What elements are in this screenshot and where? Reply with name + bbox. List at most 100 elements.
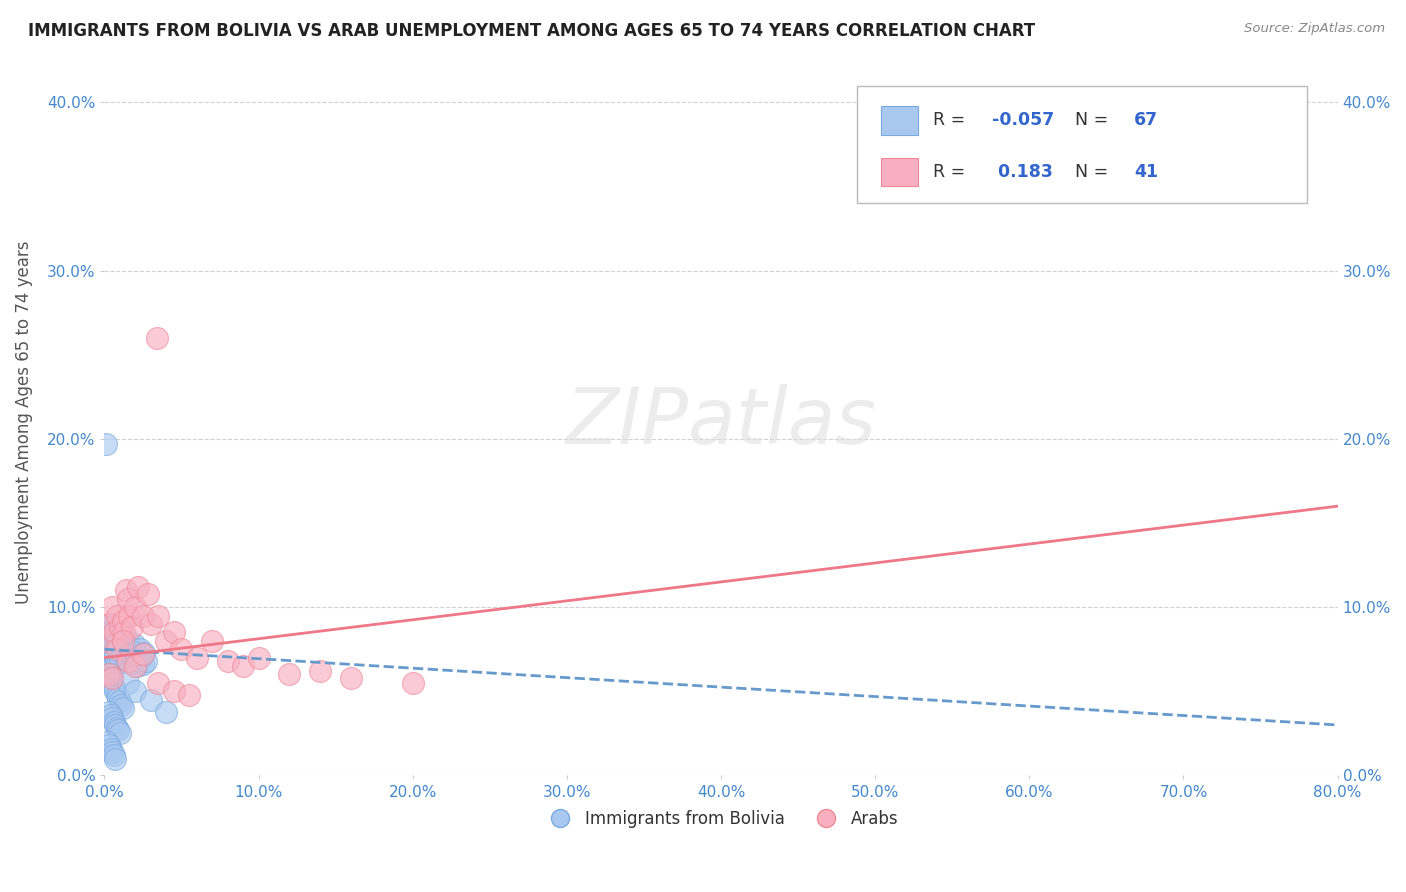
Point — [148, 676, 170, 690]
Point — [110, 698, 132, 712]
Point — [105, 635, 128, 649]
Point — [127, 654, 149, 668]
Point — [103, 620, 125, 634]
Point — [217, 654, 239, 668]
Point — [117, 591, 139, 606]
Point — [96, 633, 118, 648]
Point — [114, 639, 136, 653]
Point — [402, 676, 425, 690]
Point — [115, 583, 138, 598]
Point — [100, 707, 122, 722]
Point — [98, 705, 121, 719]
Point — [104, 648, 127, 663]
Point — [100, 741, 122, 756]
Point — [135, 654, 157, 668]
Point — [98, 667, 121, 681]
Point — [127, 580, 149, 594]
Point — [146, 331, 169, 345]
Point — [103, 644, 125, 658]
Point — [201, 633, 224, 648]
Text: N =: N = — [1076, 163, 1114, 181]
Point — [100, 671, 122, 685]
Point — [104, 752, 127, 766]
Point — [117, 654, 139, 668]
Point — [136, 587, 159, 601]
Point — [121, 620, 143, 634]
Point — [101, 745, 124, 759]
Text: N =: N = — [1076, 112, 1114, 129]
Text: -0.057: -0.057 — [993, 112, 1054, 129]
Point — [108, 650, 131, 665]
Point — [108, 620, 131, 634]
Point — [111, 701, 134, 715]
Point — [108, 694, 131, 708]
Text: IMMIGRANTS FROM BOLIVIA VS ARAB UNEMPLOYMENT AMONG AGES 65 TO 74 YEARS CORRELATI: IMMIGRANTS FROM BOLIVIA VS ARAB UNEMPLOY… — [28, 22, 1035, 40]
Point — [120, 644, 142, 658]
Point — [110, 627, 132, 641]
Point — [122, 637, 145, 651]
Point — [94, 642, 117, 657]
Point — [124, 684, 146, 698]
Point — [105, 656, 128, 670]
Point — [105, 722, 128, 736]
Point — [96, 735, 118, 749]
Point — [232, 659, 254, 673]
Point — [148, 608, 170, 623]
Point — [107, 632, 129, 647]
Point — [104, 684, 127, 698]
Point — [104, 629, 127, 643]
Point — [101, 600, 124, 615]
FancyBboxPatch shape — [856, 87, 1306, 202]
Point — [94, 437, 117, 451]
Point — [111, 614, 134, 628]
Point — [132, 608, 155, 623]
Point — [114, 625, 136, 640]
Point — [98, 738, 121, 752]
Point — [124, 659, 146, 673]
Point — [117, 676, 139, 690]
Point — [101, 652, 124, 666]
Point — [115, 652, 138, 666]
FancyBboxPatch shape — [882, 106, 918, 135]
FancyBboxPatch shape — [882, 158, 918, 186]
Point — [179, 688, 201, 702]
Point — [163, 684, 186, 698]
Point — [124, 646, 146, 660]
Point — [103, 681, 125, 695]
Point — [101, 711, 124, 725]
Point — [108, 726, 131, 740]
Text: 41: 41 — [1135, 163, 1159, 181]
Text: R =: R = — [934, 163, 972, 181]
Point — [111, 633, 134, 648]
Text: 0.183: 0.183 — [993, 163, 1053, 181]
Point — [98, 617, 121, 632]
Point — [139, 692, 162, 706]
Point — [131, 650, 153, 665]
Point — [170, 642, 193, 657]
Point — [94, 633, 117, 648]
Text: Source: ZipAtlas.com: Source: ZipAtlas.com — [1244, 22, 1385, 36]
Point — [101, 646, 124, 660]
Text: ZIPatlas: ZIPatlas — [565, 384, 876, 460]
Point — [96, 650, 118, 665]
Point — [107, 691, 129, 706]
Point — [118, 608, 141, 623]
Point — [125, 659, 148, 673]
Point — [121, 648, 143, 663]
Point — [247, 650, 270, 665]
Point — [163, 625, 186, 640]
Point — [103, 657, 125, 672]
Point — [139, 617, 162, 632]
Point — [134, 646, 156, 660]
Point — [98, 654, 121, 668]
Point — [103, 625, 125, 640]
Point — [128, 642, 150, 657]
Point — [98, 667, 121, 681]
Point — [309, 664, 332, 678]
Point — [340, 671, 363, 685]
Point — [100, 617, 122, 632]
Point — [101, 631, 124, 645]
Point — [98, 648, 121, 662]
Point — [155, 633, 177, 648]
Legend: Immigrants from Bolivia, Arabs: Immigrants from Bolivia, Arabs — [537, 803, 905, 834]
